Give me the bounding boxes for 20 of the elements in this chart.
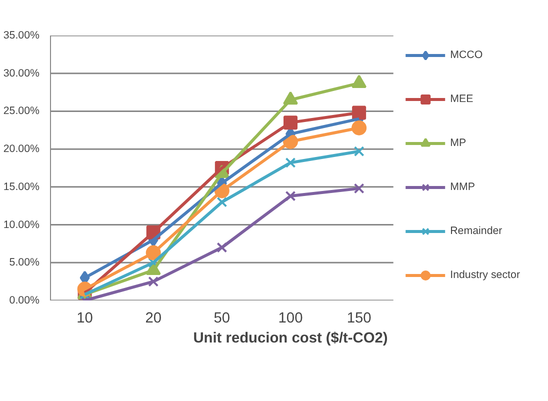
legend-label: MEE — [450, 93, 474, 105]
x-tick-label: 100 — [278, 310, 303, 326]
x-axis-title: Unit reducion cost ($/t-CO2) — [193, 330, 388, 346]
legend-label: MP — [450, 137, 468, 149]
y-tick-label: 10.00% — [3, 218, 40, 231]
legend-label: MMP — [450, 181, 475, 193]
y-tick-label: 35.00% — [3, 30, 40, 42]
y-tick-label: 0.00% — [9, 294, 40, 306]
legend-label: Remainder — [450, 225, 502, 237]
y-tick-label: 15.00% — [3, 180, 40, 193]
y-tick-label: 30.00% — [3, 67, 40, 80]
x-tick-label: 150 — [346, 310, 372, 326]
legend-label: Industry sector — [450, 269, 520, 281]
x-tick-label: 10 — [76, 310, 93, 326]
x-tick-label: 50 — [214, 310, 230, 326]
y-tick-label: 5.00% — [9, 256, 40, 269]
x-tick-label: 20 — [145, 310, 162, 326]
legend-label: MCCO — [450, 49, 483, 61]
y-tick-label: 20.00% — [3, 143, 40, 156]
y-tick-label: 25.00% — [3, 105, 40, 118]
